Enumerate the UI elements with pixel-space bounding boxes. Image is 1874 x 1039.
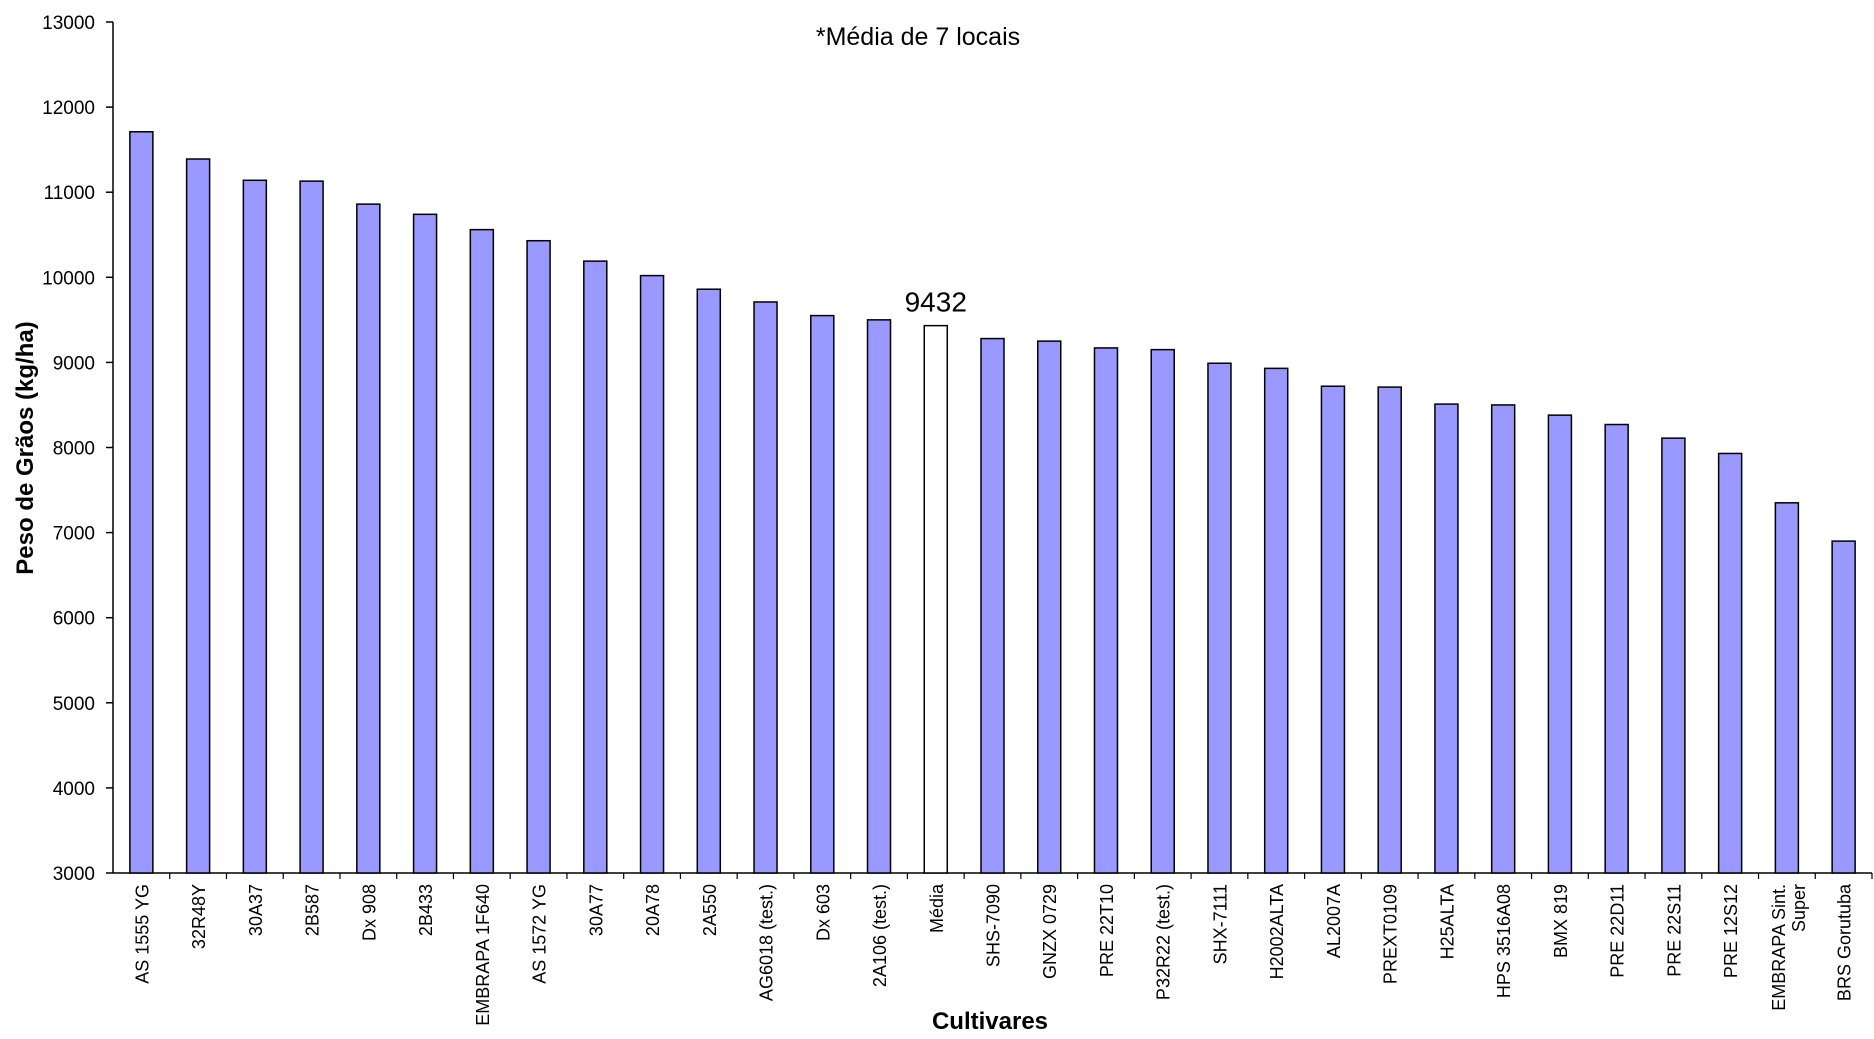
bar	[810, 314, 835, 874]
bar	[866, 319, 892, 874]
x-tick-label: 32R48Y	[189, 884, 209, 949]
bar	[412, 213, 438, 874]
bar	[1547, 414, 1573, 874]
bar	[1093, 347, 1119, 874]
x-tick-label: Média	[927, 883, 947, 933]
bar	[696, 288, 722, 874]
x-tick-label: SHS-7090	[984, 884, 1004, 967]
x-tick-label: 30A77	[586, 884, 606, 936]
x-tick-label: 30A37	[246, 884, 266, 936]
y-tick-label: 10000	[42, 268, 95, 289]
bar	[1150, 348, 1175, 874]
y-tick-label: 8000	[53, 439, 95, 460]
y-tick-label: 7000	[53, 524, 95, 545]
x-tick-label: EMBRAPA Sint.Super	[1769, 884, 1809, 1011]
x-tick-label: PREXT0109	[1381, 884, 1401, 984]
x-tick-label: H25ALTA	[1437, 884, 1457, 959]
bar	[1263, 367, 1289, 874]
y-tick-label: 3000	[53, 864, 95, 885]
x-axis-title: Cultivares	[932, 1008, 1048, 1035]
bar	[980, 337, 1005, 874]
bar	[356, 203, 381, 874]
y-tick-label: 11000	[44, 183, 95, 204]
x-tick-label: 2A550	[700, 884, 720, 936]
x-tick-label: PRE 22D11	[1608, 884, 1628, 978]
y-tick-label: 9000	[53, 353, 95, 374]
x-tick-label: PRE 22S11	[1664, 884, 1684, 977]
bar	[1774, 502, 1800, 874]
bar	[1434, 403, 1459, 874]
y-axis-title: Peso de Grãos (kg/ha)	[12, 321, 39, 574]
x-tick-label: AL2007A	[1324, 884, 1344, 958]
y-tick-label: 6000	[53, 609, 95, 630]
bar	[242, 179, 268, 874]
x-tick-label: Dx 908	[359, 884, 379, 941]
y-tick-label: 12000	[42, 98, 95, 119]
bar	[526, 239, 551, 874]
y-tick-label: 4000	[53, 779, 95, 800]
data-label: 9432	[905, 287, 967, 318]
bar	[639, 274, 665, 874]
bar	[469, 228, 495, 874]
bar	[129, 131, 154, 874]
x-tick-label: Dx 603	[813, 884, 833, 941]
x-tick-label: PRE 22T10	[1097, 884, 1117, 977]
x-tick-label: 2A106 (test.)	[870, 884, 890, 987]
bar	[299, 180, 324, 874]
bar	[1490, 404, 1516, 874]
x-tick-label: EMBRAPA 1F640	[473, 884, 493, 1026]
bar	[1717, 452, 1743, 874]
x-tick-label: AG6018 (test.)	[757, 884, 777, 1001]
x-tick-label: SHX-7111	[1210, 884, 1230, 964]
bar	[1377, 386, 1402, 874]
x-tick-label: 20A78	[643, 884, 663, 936]
bar	[1036, 340, 1062, 874]
chart-title: *Média de 7 locais	[816, 23, 1020, 51]
x-tick-label: 2B587	[303, 884, 323, 936]
bar	[1661, 437, 1686, 874]
bar	[753, 301, 778, 874]
bar	[185, 158, 211, 874]
y-tick-label: 13000	[42, 13, 95, 34]
bar	[1604, 423, 1629, 874]
x-tick-label: BMX 819	[1551, 884, 1571, 958]
bar	[1320, 385, 1346, 874]
y-axis: 3000 4000 5000 6000 7000 8000 9000 10000 11000 12…	[42, 13, 1872, 885]
bar	[1831, 540, 1856, 874]
x-tick-label: AS 1555 YG	[132, 884, 152, 984]
x-tick-label: 2B433	[416, 884, 436, 936]
bar	[923, 324, 949, 874]
y-tick-label: 5000	[53, 694, 95, 715]
x-axis-labels: AS 1555 YG 32R48Y 30A37 2B587 Dx 908 2B433 EMB…	[132, 873, 1873, 1026]
bars-group: 9432	[129, 131, 1856, 874]
x-tick-label: HPS 3516A08	[1494, 884, 1514, 998]
bar	[583, 260, 608, 874]
bar	[1207, 362, 1232, 874]
x-tick-label: AS 1572 YG	[530, 884, 550, 984]
x-tick-label: P32R22 (test.)	[1154, 884, 1174, 1000]
x-tick-label: PRE 12S12	[1721, 884, 1741, 978]
x-tick-label: H2002ALTA	[1267, 884, 1287, 979]
x-tick-label: BRS Gorutuba	[1835, 883, 1855, 1001]
x-tick-label: GNZX 0729	[1040, 884, 1060, 979]
